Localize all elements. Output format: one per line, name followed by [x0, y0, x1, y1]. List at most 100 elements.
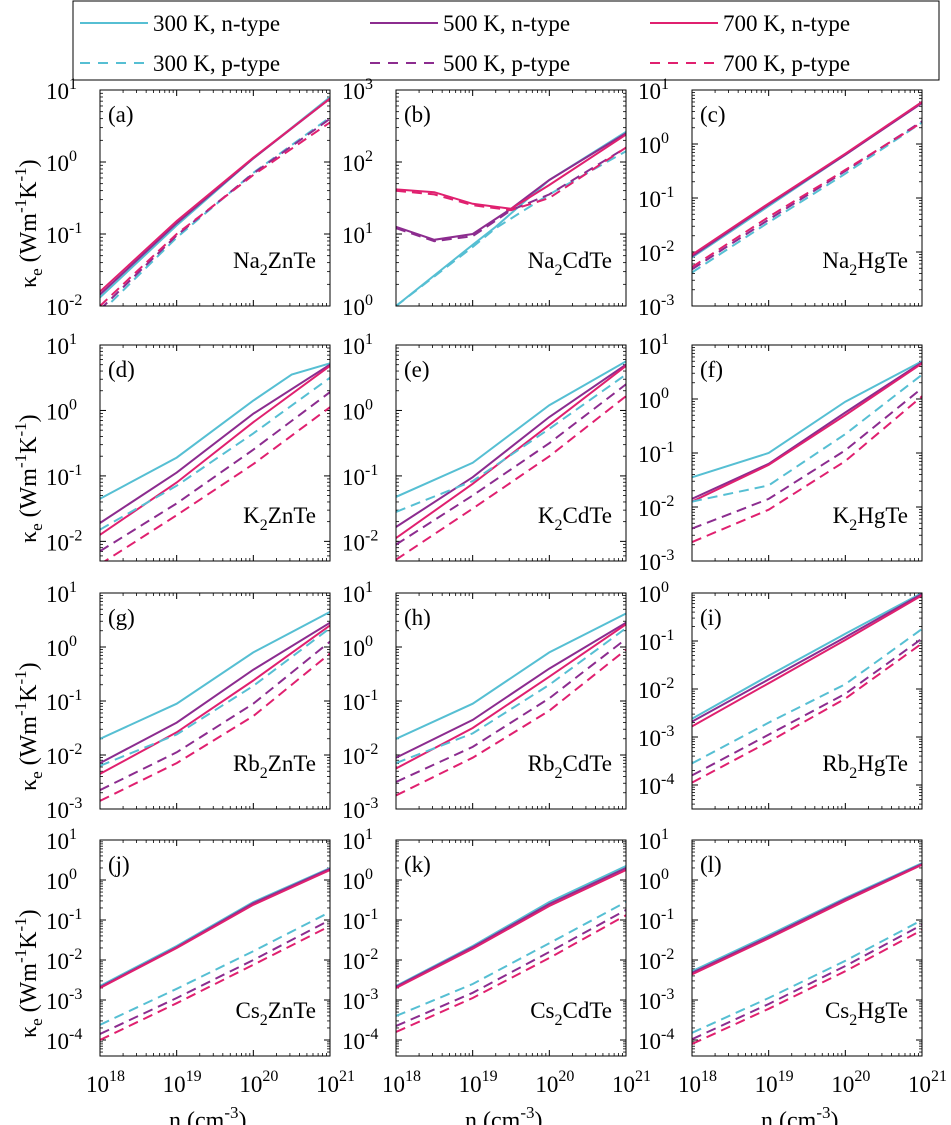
series-line-300-k-p-type	[396, 901, 626, 1017]
y-tick-label: 10-3	[342, 986, 378, 1014]
y-axis-label: κe (Wm-1K-1)	[11, 414, 46, 543]
series-line-300-k-n-type	[396, 612, 626, 740]
y-tick-label: 101	[638, 331, 669, 359]
series-line-700-k-p-type	[692, 121, 922, 268]
series-line-500-k-p-type	[396, 909, 626, 1027]
y-tick-label: 10-2	[638, 493, 674, 521]
panel-tag: (h)	[404, 605, 431, 630]
y-tick-label: 100	[46, 633, 77, 661]
plot-frame	[395, 592, 627, 810]
series-line-500-k-p-type	[100, 640, 330, 791]
series-line-500-k-n-type	[396, 132, 626, 241]
series-group	[692, 862, 922, 1045]
panel-tag: (i)	[700, 605, 722, 630]
series-line-700-k-p-type	[396, 914, 626, 1033]
series-line-700-k-n-type	[692, 863, 922, 976]
series-line-300-k-n-type	[100, 362, 330, 500]
compound-label: Na2CdTe	[528, 248, 612, 279]
plot-frame	[99, 344, 331, 562]
series-line-300-k-p-type	[692, 373, 922, 503]
compound-label: Rb2HgTe	[822, 751, 908, 782]
series-line-500-k-p-type	[102, 117, 330, 306]
y-tick-label: 101	[638, 826, 669, 854]
y-tick-label: 10-1	[342, 462, 378, 490]
y-tick-label: 10-1	[342, 906, 378, 934]
series-line-500-k-p-type	[100, 391, 330, 553]
series-line-700-k-p-type	[103, 406, 330, 561]
plot-frame	[99, 839, 331, 1057]
legend-label: 300 K, p-type	[153, 51, 280, 76]
series-line-700-k-n-type	[396, 869, 626, 989]
compound-label: Rb2CdTe	[528, 751, 612, 782]
plot-area	[100, 90, 330, 306]
y-tick-label: 10-4	[342, 1026, 378, 1054]
legend-label: 700 K, p-type	[723, 51, 850, 76]
plot-frame	[691, 839, 923, 1057]
y-tick-label: 10-4	[46, 1026, 82, 1054]
x-tick-label: 1021	[612, 1068, 651, 1097]
series-line-500-k-p-type	[100, 919, 330, 1035]
panel-tag: (a)	[108, 102, 134, 127]
series-line-300-k-p-type	[100, 911, 330, 1026]
y-tick-label: 10-2	[638, 946, 674, 974]
x-tick-label: 1018	[86, 1068, 125, 1097]
plot-area	[100, 593, 330, 809]
y-tick-label: 10-2	[638, 238, 674, 266]
series-line-500-k-p-type	[396, 383, 626, 546]
series-line-300-k-n-type	[396, 360, 626, 498]
x-tick-label: 1020	[535, 1068, 574, 1097]
y-tick-label: 103	[342, 76, 373, 104]
series-group	[396, 130, 626, 306]
compound-label: Cs2ZnTe	[236, 998, 317, 1029]
plot-area	[396, 593, 626, 809]
series-line-700-k-n-type	[100, 365, 330, 536]
series-line-700-k-p-type	[100, 652, 330, 802]
x-tick-label: 1021	[316, 1068, 355, 1097]
x-tick-label: 1020	[831, 1068, 870, 1097]
series-line-300-k-p-type	[692, 121, 922, 274]
y-tick-label: 101	[46, 579, 77, 607]
y-tick-label: 10-2	[342, 741, 378, 769]
y-tick-label: 10-3	[46, 986, 82, 1014]
y-tick-label: 10-3	[638, 292, 674, 320]
compound-label: Cs2HgTe	[825, 998, 908, 1029]
y-tick-label: 100	[342, 633, 373, 661]
x-tick-label: 1018	[382, 1068, 421, 1097]
series-line-700-k-n-type	[100, 624, 330, 775]
series-line-300-k-p-type	[100, 376, 330, 531]
panel-f: 10-3 10-2 10-1 100 101 (f) K2HgTe	[638, 331, 923, 575]
compound-label: Cs2CdTe	[530, 998, 612, 1029]
compound-label: K2CdTe	[538, 503, 612, 534]
panel-tag: (c)	[700, 102, 726, 127]
plot-frame	[395, 839, 627, 1057]
plot-frame	[691, 592, 923, 810]
series-line-700-k-n-type	[692, 101, 922, 256]
y-tick-label: 101	[342, 826, 373, 854]
y-tick-label: 10-2	[46, 741, 82, 769]
series-line-300-k-p-type	[396, 627, 626, 765]
series-line-500-k-n-type	[396, 363, 626, 528]
y-tick-label: 100	[342, 292, 373, 320]
panel-tag: (d)	[108, 357, 135, 382]
series-line-700-k-p-type	[100, 925, 330, 1041]
y-axis-label: κe (Wm-1K-1)	[11, 159, 46, 288]
y-tick-label: 10-3	[46, 795, 82, 823]
y-tick-label: 100	[46, 866, 77, 894]
y-tick-label: 10-1	[638, 184, 674, 212]
series-line-300-k-p-type	[692, 919, 922, 1034]
series-group	[396, 360, 626, 561]
panel-j: 10-4 10-3 10-2 10-1 100 101 (j) Cs2ZnTe 1018 1019…	[11, 826, 355, 1125]
series-line-500-k-n-type	[396, 867, 626, 988]
y-tick-label: 100	[342, 396, 373, 424]
panel-tag: (e)	[404, 357, 430, 382]
series-line-300-k-p-type	[105, 116, 330, 306]
series-line-300-k-n-type	[692, 360, 922, 479]
panel-a: 10-2 10-1 100 101 (a) Na2ZnTe κe (Wm-1K-1)	[11, 76, 331, 320]
y-tick-label: 100	[638, 866, 669, 894]
y-tick-label: 101	[46, 331, 77, 359]
y-tick-label: 101	[342, 579, 373, 607]
compound-label: Na2ZnTe	[233, 248, 316, 279]
y-tick-label: 100	[46, 396, 77, 424]
series-line-500-k-n-type	[100, 621, 330, 764]
